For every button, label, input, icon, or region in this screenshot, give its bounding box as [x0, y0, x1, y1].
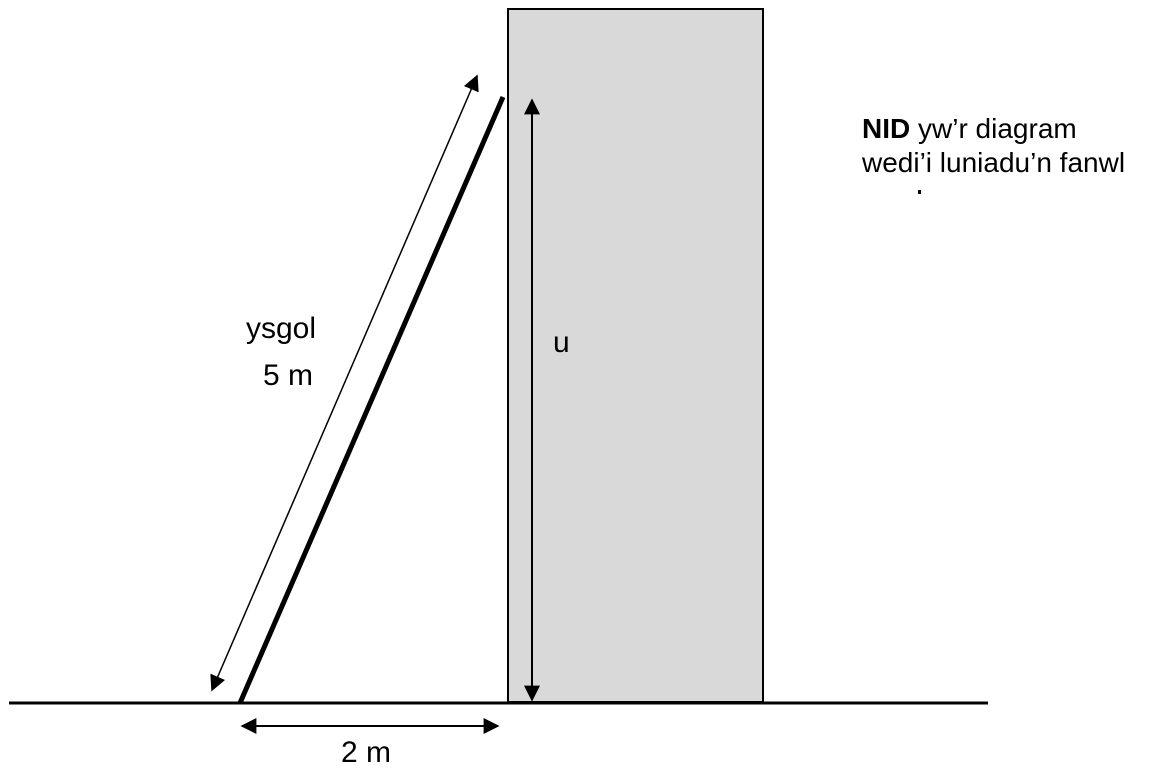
ladder-label: ysgol [246, 312, 316, 345]
note-line-2: wedi’i luniadu’n fanwl [862, 147, 1126, 178]
ladder-length-arrow [210, 74, 479, 692]
note-line-1: NID yw’r diagram [862, 112, 1162, 146]
ladder-length-label: 5 m [263, 359, 313, 392]
base-distance-label: 2 m [341, 736, 391, 769]
ladder [237, 96, 506, 704]
height-label: u [553, 326, 570, 359]
wall [507, 8, 764, 703]
note-cut-off-text [918, 190, 921, 194]
not-to-scale-note: NID yw’r diagram wedi’i luniadu’n fanwl [862, 112, 1162, 194]
note-line-1-text: yw’r diagram [910, 113, 1077, 144]
note-emphasis: NID [862, 113, 911, 144]
